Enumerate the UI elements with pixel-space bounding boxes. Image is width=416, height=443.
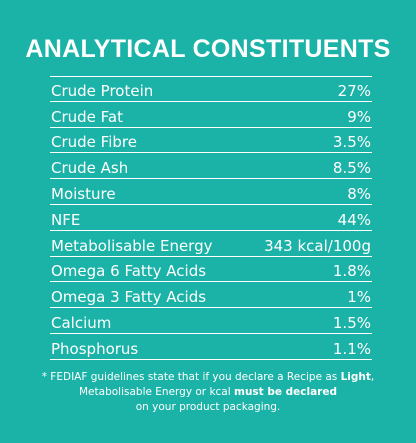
row-label: Crude Fat <box>51 107 123 126</box>
row-value: 44% <box>337 210 371 229</box>
table-row: NFE 44% <box>50 205 372 231</box>
table-row: Omega 3 Fatty Acids 1% <box>50 282 372 309</box>
panel-title: ANALYTICAL CONSTITUENTS <box>25 35 391 63</box>
footnote-text: Metabolisable Energy or kcal <box>79 386 234 398</box>
footnote-text: on your product packaging. <box>135 401 281 413</box>
table-row: Omega 6 Fatty Acids 1.8% <box>50 257 372 283</box>
row-value: 8% <box>347 184 371 203</box>
footnote-bold-declared: must be declared <box>234 386 337 398</box>
row-label: Metabolisable Energy <box>51 236 213 255</box>
table-row: Crude Ash 8.5% <box>50 153 372 180</box>
table-row: Calcium 1.5% <box>50 308 372 334</box>
row-label: Omega 6 Fatty Acids <box>51 262 207 281</box>
constituents-table: Crude Protein 27% Crude Fat 9% Crude Fib… <box>50 76 372 360</box>
table-row: Crude Fat 9% <box>50 102 372 128</box>
row-value: 3.5% <box>332 133 371 152</box>
row-label: Phosphorus <box>51 339 139 358</box>
row-value: 8.5% <box>332 159 371 178</box>
table-row: Phosphorus 1.1% <box>50 334 372 360</box>
row-value: 1% <box>347 288 371 307</box>
row-label: Crude Fibre <box>51 133 137 152</box>
row-label: NFE <box>51 210 81 229</box>
row-label: Crude Ash <box>51 159 129 178</box>
row-value: 27% <box>337 81 371 100</box>
row-value: 343 kcal/100g <box>264 236 371 255</box>
table-row: Metabolisable Energy 343 kcal/100g <box>50 231 372 257</box>
table-row: Crude Protein 27% <box>50 76 372 102</box>
footnote-text: , <box>370 371 375 383</box>
row-label: Crude Protein <box>51 81 154 100</box>
row-label: Calcium <box>51 313 112 332</box>
row-label: Moisture <box>51 184 116 203</box>
row-value: 1.8% <box>332 262 371 281</box>
table-row: Crude Fibre 3.5% <box>50 128 372 154</box>
row-value: 9% <box>347 107 371 126</box>
row-value: 1.5% <box>332 313 371 332</box>
row-value: 1.1% <box>332 339 371 358</box>
table-row: Moisture 8% <box>50 179 372 205</box>
footnote-text: * FEDIAF guidelines state that if you de… <box>41 371 341 383</box>
footnote-bold-light: Light <box>340 371 371 383</box>
fediaf-footnote: * FEDIAF guidelines state that if you de… <box>20 370 396 415</box>
row-label: Omega 3 Fatty Acids <box>51 288 207 307</box>
